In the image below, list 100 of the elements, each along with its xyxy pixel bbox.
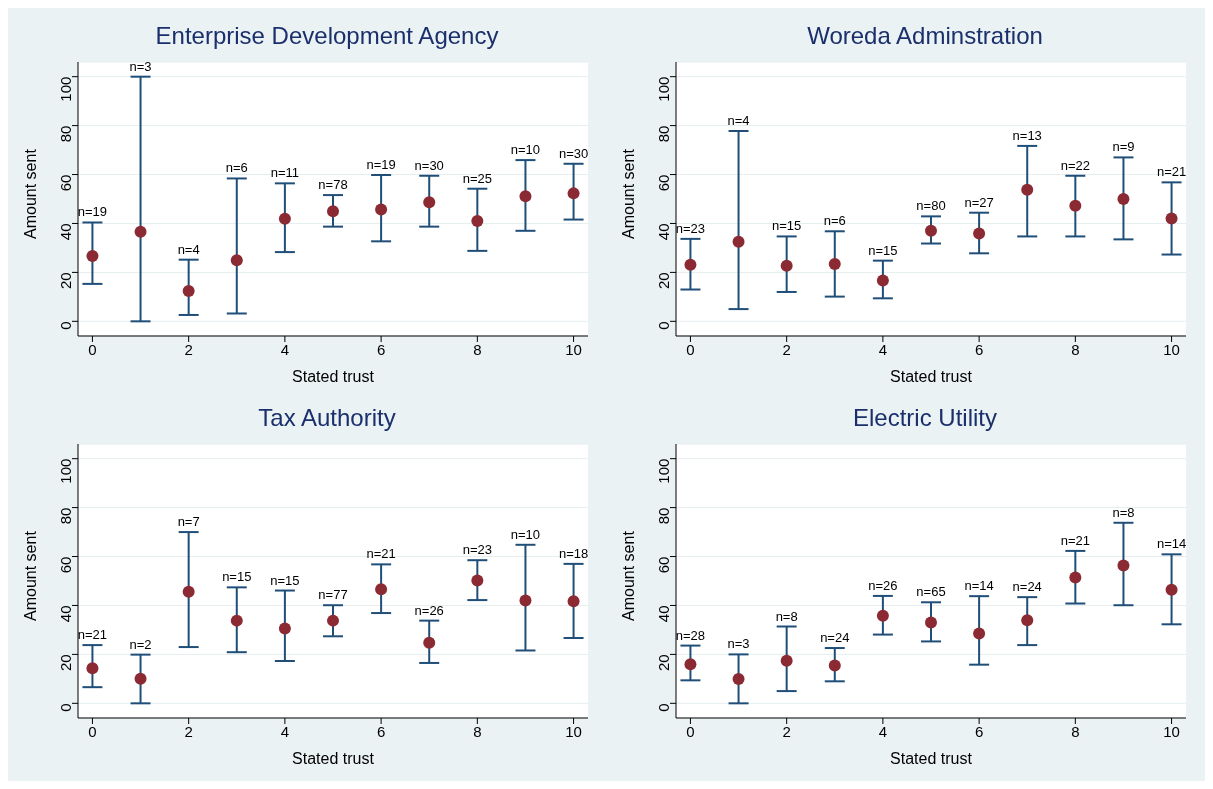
x-tick-label: 4 — [878, 722, 888, 740]
x-tick-label: 0 — [686, 722, 695, 740]
chart-title: Electric Utility — [852, 403, 998, 433]
x-tick-label: 6 — [376, 722, 386, 740]
y-tick-label: 80 — [655, 125, 673, 143]
y-tick-label: 40 — [57, 605, 75, 623]
x-tick-label: 4 — [280, 340, 290, 358]
annotation: n=21 — [77, 627, 108, 643]
annotation: n=14 — [964, 578, 994, 594]
y-tick-label: 20 — [655, 654, 673, 672]
annotation: n=15 — [222, 569, 252, 585]
chart-title: Enterprise Development Agency — [154, 21, 500, 51]
annotation: n=28 — [675, 627, 706, 643]
annotation: n=24 — [1012, 579, 1042, 595]
y-tick-label: 80 — [57, 507, 75, 525]
x-tick-label: 6 — [376, 340, 386, 358]
annotation: n=23 — [462, 542, 492, 558]
annotation: n=14 — [1156, 536, 1187, 552]
annotation: n=25 — [462, 170, 492, 186]
x-tick-label: 6 — [974, 722, 984, 740]
annotation: n=27 — [964, 194, 994, 210]
y-tick-label: 80 — [655, 507, 673, 525]
y-axis-title: Amount sent — [21, 148, 39, 239]
y-tick-label: 100 — [57, 76, 75, 102]
y-tick-label: 20 — [57, 272, 75, 290]
annotation: n=26 — [868, 577, 898, 593]
annotation: n=4 — [177, 241, 200, 257]
annotation: n=22 — [1060, 157, 1090, 173]
annotation: n=19 — [366, 157, 396, 173]
annotation: n=11 — [270, 165, 300, 181]
annotation: n=8 — [775, 608, 798, 624]
y-tick-label: 20 — [655, 272, 673, 290]
annotation: n=21 — [1060, 532, 1090, 548]
x-tick-label: 10 — [565, 722, 582, 740]
annotation: n=15 — [868, 242, 898, 258]
annotation: n=2 — [129, 636, 152, 652]
x-tick-label: 0 — [88, 340, 97, 358]
x-tick-label: 8 — [1071, 722, 1080, 740]
y-tick-label: 100 — [57, 458, 75, 484]
y-tick-label: 0 — [655, 703, 673, 712]
annotation: n=21 — [366, 546, 396, 562]
y-axis-title: Amount sent — [619, 148, 637, 239]
x-tick-label: 10 — [1163, 722, 1180, 740]
y-tick-label: 0 — [655, 321, 673, 330]
x-tick-label: 2 — [184, 722, 193, 740]
y-tick-label: 100 — [655, 76, 673, 102]
annotation: n=80 — [916, 198, 946, 214]
annotation: n=13 — [1012, 127, 1042, 143]
y-tick-label: 100 — [655, 458, 673, 484]
x-tick-label: 2 — [184, 340, 193, 358]
annotation: n=65 — [916, 584, 946, 600]
y-axis-title: Amount sent — [21, 530, 39, 621]
x-tick-label: 2 — [782, 340, 791, 358]
x-axis-title: Stated trust — [890, 368, 973, 385]
y-tick-label: 60 — [655, 556, 673, 574]
x-tick-label: 8 — [473, 722, 482, 740]
y-tick-label: 40 — [655, 605, 673, 623]
annotation: n=7 — [177, 514, 200, 530]
chart-title: Tax Authority — [257, 403, 397, 433]
x-tick-label: 8 — [473, 340, 482, 358]
annotation: n=26 — [414, 602, 444, 618]
y-tick-label: 20 — [57, 654, 75, 672]
annotation: n=15 — [772, 218, 802, 234]
y-tick-label: 0 — [57, 703, 75, 712]
annotation: n=4 — [727, 112, 750, 128]
annotation: n=10 — [510, 526, 541, 542]
x-axis-title: Stated trust — [292, 368, 375, 385]
y-tick-label: 60 — [655, 174, 673, 192]
annotation: n=15 — [270, 572, 300, 588]
annotation: n=23 — [675, 220, 706, 236]
annotation: n=6 — [225, 160, 248, 176]
x-tick-label: 0 — [686, 340, 695, 358]
y-tick-label: 60 — [57, 174, 75, 192]
annotation: n=18 — [558, 545, 589, 561]
x-tick-label: 10 — [1163, 340, 1180, 358]
x-tick-label: 8 — [1071, 340, 1080, 358]
y-axis-title: Amount sent — [619, 530, 637, 621]
x-tick-label: 6 — [974, 340, 984, 358]
y-tick-label: 80 — [57, 125, 75, 143]
annotation: n=3 — [727, 636, 750, 652]
y-tick-label: 40 — [655, 223, 673, 241]
annotation: n=77 — [318, 587, 348, 603]
y-tick-label: 0 — [57, 321, 75, 330]
annotation: n=10 — [510, 142, 541, 158]
x-tick-label: 10 — [565, 340, 582, 358]
annotation: n=19 — [77, 204, 108, 220]
annotation: n=78 — [318, 177, 348, 193]
chart-title: Woreda Adminstration — [806, 21, 1044, 51]
x-axis-title: Stated trust — [292, 750, 375, 767]
annotation: n=8 — [1112, 504, 1135, 520]
annotation: n=9 — [1112, 139, 1135, 155]
x-tick-label: 2 — [782, 722, 791, 740]
annotation: n=21 — [1156, 164, 1187, 180]
annotation: n=30 — [414, 157, 444, 173]
annotation: n=30 — [558, 145, 589, 161]
x-tick-label: 4 — [878, 340, 888, 358]
x-tick-label: 4 — [280, 722, 290, 740]
y-tick-label: 40 — [57, 223, 75, 241]
annotation: n=3 — [129, 58, 152, 74]
x-axis-title: Stated trust — [890, 750, 973, 767]
